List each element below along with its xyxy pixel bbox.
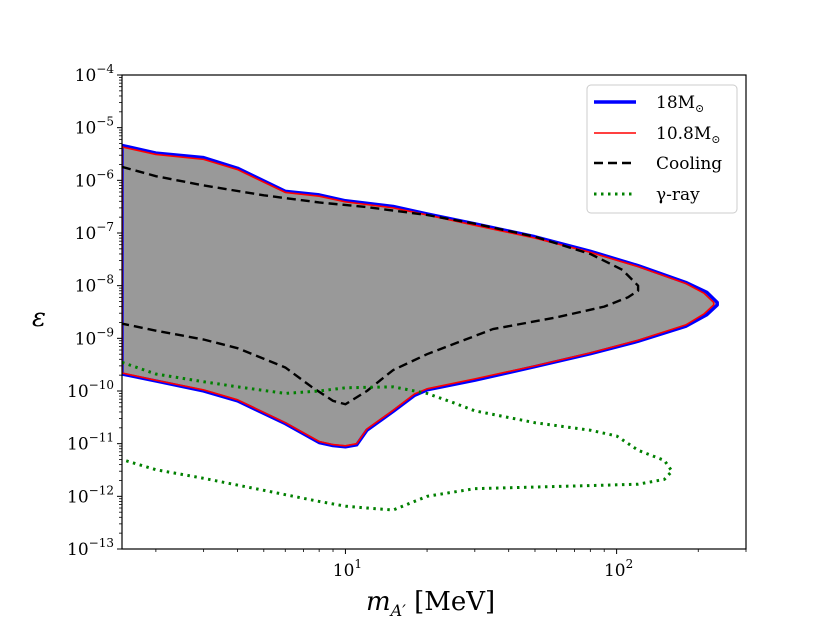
y-tick-label: 10−12 [67, 483, 114, 507]
series-line-18m-sun [122, 143, 719, 449]
series-line-10-8m-sun [122, 146, 715, 447]
y-tick-label: 10−9 [75, 325, 114, 349]
y-tick-label: 10−4 [75, 62, 115, 86]
y-tick-label: 10−10 [67, 378, 114, 402]
y-tick-label: 10−5 [75, 115, 114, 139]
x-tick-label: 102 [604, 557, 633, 581]
series-layer [122, 143, 719, 512]
plot-area [122, 143, 719, 512]
legend-label-10-8msun-main: 10.8M [656, 124, 711, 144]
series-line-gamma-ray [122, 360, 674, 512]
legend: 18M⊙ 10.8M⊙ Cooling γ-ray [586, 84, 738, 214]
x-axis-label: mA′ [MeV] [366, 587, 495, 620]
x-axis-label-unit: [MeV] [406, 587, 495, 617]
legend-label-18msun-sub: ⊙ [695, 102, 704, 115]
ticks-layer: 10−13 10−12 10−11 10−10 10−9 10−8 10−7 10−6 10−5… [67, 62, 747, 581]
legend-label-10-8msun-sub: ⊙ [711, 133, 720, 146]
y-tick-label: 10−7 [75, 220, 114, 244]
legend-label-cooling: Cooling [656, 154, 722, 174]
legend-box [586, 84, 738, 214]
y-axis-label: ε [32, 303, 46, 333]
x-axis-label-sub: A′ [389, 601, 407, 620]
y-tick-label: 10−6 [75, 167, 114, 191]
legend-label-10-8msun: 10.8M⊙ [656, 124, 720, 146]
y-tick-label: 10−8 [75, 273, 114, 297]
excluded-region-fill [122, 145, 718, 447]
x-axis-label-main: m [366, 587, 391, 617]
x-tick-label: 101 [333, 557, 362, 581]
legend-label-18msun: 18M⊙ [656, 93, 704, 115]
legend-label-gamma-ray: γ-ray [656, 185, 700, 205]
y-tick-label: 10−11 [67, 431, 114, 455]
legend-label-18msun-main: 18M [656, 93, 695, 113]
series-line-cooling [122, 165, 640, 406]
plot-frame [121, 74, 747, 550]
y-tick-label: 10−13 [67, 536, 114, 560]
